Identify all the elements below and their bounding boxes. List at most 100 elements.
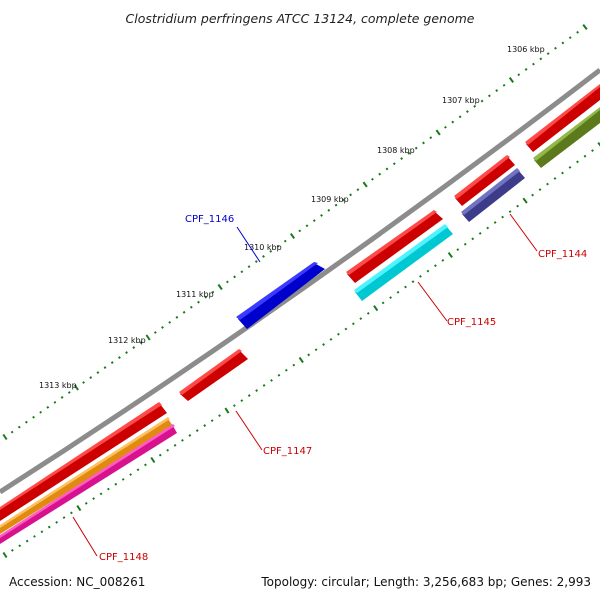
minor-tick — [305, 224, 309, 228]
minor-tick — [561, 171, 564, 175]
minor-tick — [396, 290, 400, 294]
minor-tick — [422, 141, 425, 145]
minor-tick — [463, 242, 467, 246]
minor-tick — [17, 425, 21, 429]
minor-tick — [136, 468, 140, 472]
minor-tick — [203, 424, 207, 427]
major-tick — [2, 433, 8, 441]
minor-tick — [532, 62, 535, 66]
minor-tick — [262, 384, 266, 387]
minor-tick — [139, 341, 143, 344]
minor-tick — [312, 219, 316, 222]
minor-tick — [173, 443, 177, 447]
gene-cpf-1145-feature[interactable] — [346, 210, 443, 283]
cds-feature-top-right[interactable] — [525, 84, 600, 152]
minor-tick — [121, 478, 125, 481]
gene-label-cpf-1144[interactable]: CPF_1144 — [538, 249, 587, 260]
minor-tick — [516, 204, 520, 208]
minor-tick — [110, 361, 114, 364]
minor-tick — [531, 193, 535, 197]
kbp-tick-label: 1307 kbp — [442, 96, 480, 105]
genome-backbone — [0, 68, 600, 495]
minor-tick — [307, 353, 311, 357]
minor-tick — [341, 198, 345, 202]
minor-tick — [103, 366, 107, 369]
minor-tick — [344, 327, 348, 331]
olive-feature[interactable] — [533, 107, 600, 168]
minor-tick — [117, 356, 121, 359]
minor-tick — [107, 487, 110, 491]
minor-tick — [502, 83, 506, 87]
minor-tick — [320, 214, 323, 217]
leader-cpf-1147 — [235, 410, 263, 451]
leader-cpf-1148 — [72, 516, 98, 557]
minor-tick — [55, 520, 59, 524]
minor-tick — [218, 414, 221, 417]
minor-tick — [92, 497, 96, 500]
minor-tick — [47, 525, 51, 529]
minor-tick — [414, 146, 418, 150]
minor-tick — [451, 120, 455, 124]
leader-cpf-1146 — [236, 226, 261, 263]
minor-tick — [392, 162, 396, 166]
minor-tick — [546, 52, 550, 55]
major-tick — [73, 384, 79, 391]
major-tick — [522, 197, 528, 204]
minor-tick — [501, 215, 505, 219]
minor-tick — [486, 226, 490, 230]
gene-cpf-1148-feature[interactable] — [0, 402, 167, 521]
major-tick — [298, 356, 304, 364]
gene-cpf-1147-feature[interactable] — [179, 349, 248, 401]
gene-label-cpf-1146[interactable]: CPF_1146 — [185, 214, 234, 225]
minor-tick — [188, 434, 192, 437]
minor-tick — [583, 154, 587, 158]
minor-tick — [99, 492, 103, 496]
minor-tick — [351, 322, 355, 326]
minor-tick — [247, 394, 251, 397]
minor-tick — [168, 321, 172, 324]
minor-tick — [458, 115, 462, 119]
minor-tick — [389, 296, 393, 299]
orange-feature[interactable] — [0, 417, 173, 534]
minor-tick — [366, 312, 370, 315]
tick-ring-outer — [2, 24, 588, 441]
minor-tick — [478, 232, 482, 235]
kbp-tick-label: 1311 kbp — [176, 290, 214, 299]
minor-tick — [292, 363, 296, 367]
gene-label-cpf-1145[interactable]: CPF_1145 — [447, 317, 496, 328]
minor-tick — [33, 535, 36, 538]
slate-feature[interactable] — [461, 168, 525, 222]
major-tick — [508, 77, 515, 83]
gene-cpf-1144-feature[interactable] — [454, 155, 515, 206]
minor-tick — [67, 391, 71, 394]
minor-tick — [204, 295, 208, 299]
magenta-feature[interactable] — [0, 424, 177, 544]
minor-tick — [400, 157, 404, 160]
minor-tick — [182, 310, 186, 314]
minor-tick — [329, 338, 333, 341]
kbp-tick-label: 1312 kbp — [108, 336, 146, 345]
minor-tick — [132, 346, 136, 349]
minor-tick — [465, 110, 469, 113]
minor-tick — [419, 275, 422, 278]
minor-tick — [46, 405, 50, 409]
minor-tick — [381, 301, 385, 305]
gene-label-cpf-1148[interactable]: CPF_1148 — [99, 552, 148, 563]
kbp-tick-labels: 1306 kbp 1307 kbp 1308 kbp 1309 kbp 1310… — [39, 45, 545, 390]
minor-tick — [240, 399, 244, 402]
major-tick — [362, 181, 368, 188]
minor-tick — [337, 332, 340, 336]
minor-tick — [334, 203, 338, 207]
gene-cpf-1146-feature[interactable] — [236, 262, 325, 329]
minor-tick — [385, 167, 389, 171]
minor-tick — [411, 280, 415, 284]
kbp-tick-label: 1310 kbp — [244, 243, 282, 252]
major-tick — [435, 129, 441, 136]
minor-tick — [298, 229, 302, 233]
cyan-feature[interactable] — [354, 224, 453, 301]
minor-tick — [270, 379, 273, 382]
gene-label-cpf-1147[interactable]: CPF_1147 — [263, 446, 312, 457]
major-tick — [76, 505, 82, 512]
minor-tick — [591, 149, 594, 152]
minor-tick — [18, 544, 22, 548]
